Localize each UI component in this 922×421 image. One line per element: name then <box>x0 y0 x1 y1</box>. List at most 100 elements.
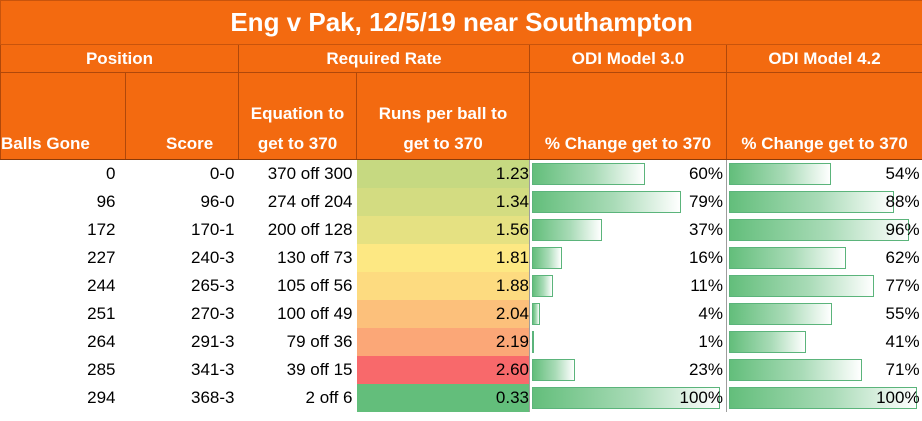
table-row: 251 270-3 100 off 49 2.04 4% 55% <box>1 299 922 328</box>
model-30-pct-label: 60% <box>688 164 723 183</box>
group-header-position: Position <box>0 44 239 73</box>
score-cell: 0-0 <box>209 163 235 183</box>
sheet-title: Eng v Pak, 12/5/19 near Southampton <box>0 0 922 45</box>
table-row: 264 291-3 79 off 36 2.19 1% 41% <box>1 327 922 356</box>
model-30-databar <box>532 190 681 213</box>
equation-cell: 130 off 73 <box>277 247 353 267</box>
model-42-cell: 96% <box>725 215 922 244</box>
equation-cell: 105 off 56 <box>277 275 353 295</box>
balls-gone-cell: 0 <box>106 163 116 183</box>
model-30-pct-label: 23% <box>688 359 723 379</box>
model-30-databar <box>532 330 534 353</box>
model-42-pct-label: 88% <box>885 191 920 211</box>
balls-gone-cell: 227 <box>87 247 116 267</box>
score-cell: 341-3 <box>191 359 235 379</box>
model-42-databar <box>729 330 806 353</box>
equation-cell: 39 off 15 <box>286 359 353 379</box>
runs-per-ball-cell: 1.81 <box>356 243 530 272</box>
model-30-pct-label: 16% <box>688 247 723 267</box>
model-42-pct-label: 55% <box>885 303 920 323</box>
model-30-databar <box>532 386 720 409</box>
model-30-pct-label: 11% <box>690 275 723 295</box>
model-42-pct-label: 62% <box>885 247 920 267</box>
model-42-cell: 77% <box>725 271 922 300</box>
table-row: 96 96-0 274 off 204 1.34 79% 88% <box>1 187 922 216</box>
score-cell: 270-3 <box>191 303 235 323</box>
model-30-cell: 16% <box>529 243 727 272</box>
runs-per-ball-cell: 2.19 <box>356 327 530 356</box>
column-header-pct-change-42: % Change get to 370 <box>725 72 922 160</box>
group-header-model-42: ODI Model 4.2 <box>725 44 922 73</box>
equation-cell: 2 off 6 <box>305 387 353 407</box>
model-42-databar <box>729 386 917 409</box>
table-row: 0 0-0 370 off 300 1.23 60% 54% <box>1 159 922 188</box>
model-30-cell: 60% <box>529 159 727 188</box>
model-42-pct-label: 100% <box>876 387 920 407</box>
balls-gone-cell: 285 <box>87 359 116 379</box>
table-row: 244 265-3 105 off 56 1.88 11% 77% <box>1 271 922 300</box>
column-header-pct-change-30: % Change get to 370 <box>529 72 727 160</box>
table-row: 172 170-1 200 off 128 1.56 37% 96% <box>1 215 922 244</box>
runs-per-ball-cell: 1.56 <box>356 215 530 244</box>
model-30-cell: 11% <box>529 271 727 300</box>
model-30-databar <box>532 246 562 269</box>
model-42-databar <box>729 163 831 185</box>
table-row: 285 341-3 39 off 15 2.60 23% 71% <box>1 355 922 384</box>
model-42-databar <box>729 218 909 241</box>
equation-cell: 100 off 49 <box>277 303 353 323</box>
model-42-cell: 100% <box>725 383 922 412</box>
column-header-score: Score <box>125 72 239 160</box>
model-30-databar <box>532 163 645 185</box>
model-comparison-table: Eng v Pak, 12/5/19 near Southampton Posi… <box>0 0 922 412</box>
balls-gone-cell: 172 <box>87 219 116 239</box>
score-cell: 170-1 <box>191 219 235 239</box>
model-42-cell: 71% <box>725 355 922 384</box>
model-30-cell: 4% <box>529 299 727 328</box>
model-42-databar <box>729 302 832 325</box>
model-30-cell: 100% <box>529 383 727 412</box>
column-header-equation: Equation to get to 370 <box>238 72 357 160</box>
model-42-cell: 41% <box>725 327 922 356</box>
model-30-cell: 23% <box>529 355 727 384</box>
runs-per-ball-cell: 1.23 <box>356 159 530 188</box>
table-row: 227 240-3 130 off 73 1.81 16% 62% <box>1 243 922 272</box>
group-header-required-rate: Required Rate <box>238 44 530 73</box>
balls-gone-cell: 294 <box>87 387 116 407</box>
model-42-cell: 54% <box>725 159 922 188</box>
model-42-pct-label: 41% <box>885 331 920 351</box>
model-30-databar <box>532 274 553 297</box>
model-30-pct-label: 79% <box>688 191 723 211</box>
model-42-pct-label: 54% <box>885 164 920 183</box>
model-42-databar <box>729 358 862 381</box>
column-header-balls-gone: Balls Gone <box>0 72 126 160</box>
group-header-model-30: ODI Model 3.0 <box>529 44 727 73</box>
model-42-databar <box>729 190 894 213</box>
runs-per-ball-cell: 2.60 <box>356 355 530 384</box>
model-30-pct-label: 37% <box>688 219 723 239</box>
runs-per-ball-cell: 2.04 <box>356 299 530 328</box>
model-30-pct-label: 4% <box>698 303 723 323</box>
model-42-databar <box>729 246 846 269</box>
score-cell: 96-0 <box>200 191 235 211</box>
model-30-pct-label: 100% <box>679 387 723 407</box>
runs-per-ball-cell: 1.88 <box>356 271 530 300</box>
model-30-databar <box>532 218 602 241</box>
model-30-cell: 1% <box>529 327 727 356</box>
runs-per-ball-cell: 1.34 <box>356 187 530 216</box>
equation-cell: 79 off 36 <box>286 331 353 351</box>
model-30-cell: 37% <box>529 215 727 244</box>
balls-gone-cell: 264 <box>87 331 116 351</box>
score-cell: 265-3 <box>191 275 235 295</box>
equation-cell: 370 off 300 <box>267 163 353 183</box>
balls-gone-cell: 96 <box>96 191 116 211</box>
table-row: 294 368-3 2 off 6 0.33 100% 100% <box>1 383 922 412</box>
balls-gone-cell: 251 <box>87 303 116 323</box>
equation-cell: 200 off 128 <box>267 219 353 239</box>
model-42-cell: 88% <box>725 187 922 216</box>
score-cell: 240-3 <box>191 247 235 267</box>
model-42-pct-label: 71% <box>885 359 920 379</box>
model-42-cell: 55% <box>725 299 922 328</box>
runs-per-ball-cell: 0.33 <box>356 383 530 412</box>
model-42-databar <box>729 274 874 297</box>
model-30-pct-label: 1% <box>698 331 723 351</box>
